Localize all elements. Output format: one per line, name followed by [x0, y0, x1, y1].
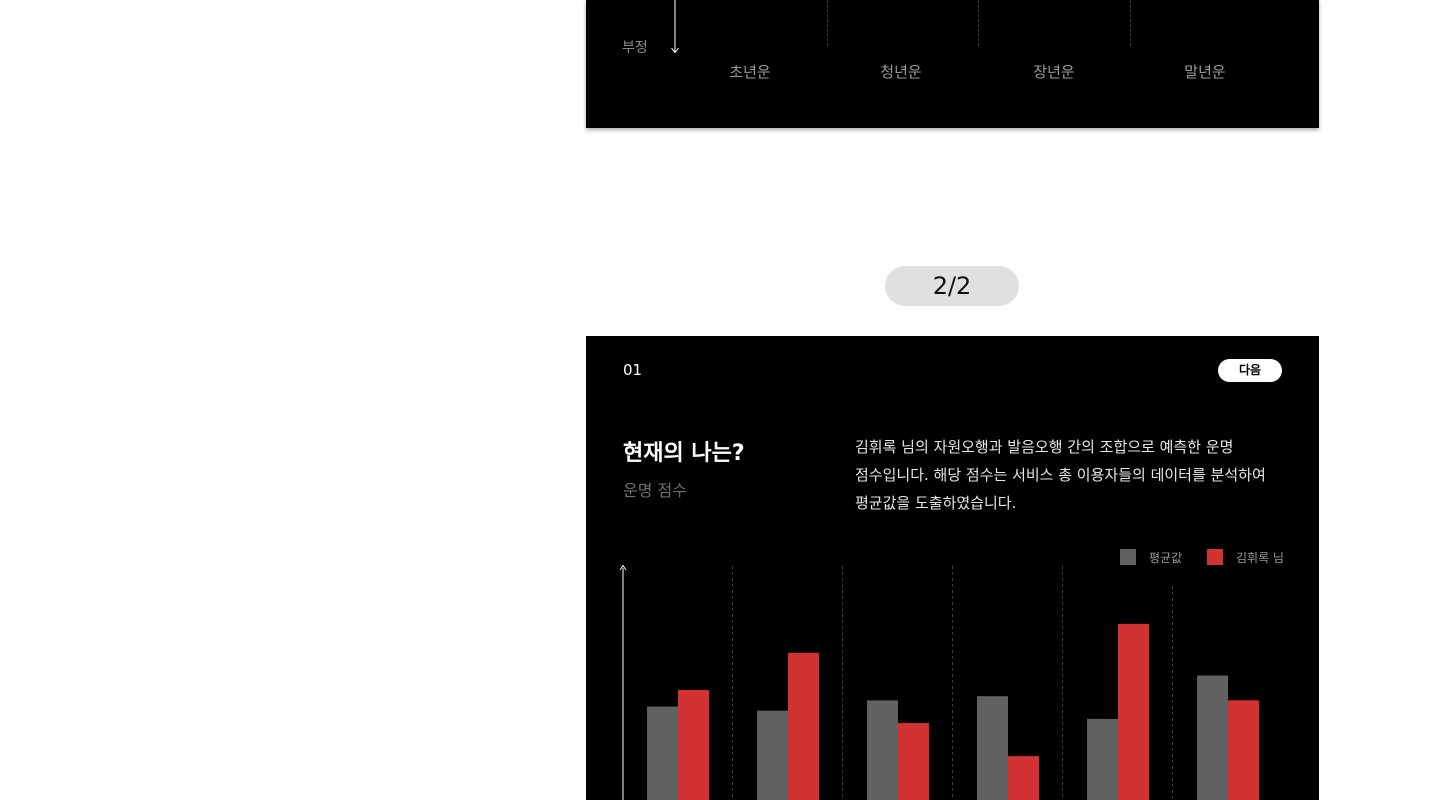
step-number: 01 [623, 361, 643, 379]
user-bar-6 [1228, 700, 1259, 800]
down-arrow-icon [671, 0, 679, 54]
period-label-early: 초년운 [729, 63, 771, 81]
legend-swatch-user [1207, 549, 1223, 565]
legend-item-user: 김휘록 님 [1207, 548, 1284, 566]
user-bar-4 [1008, 756, 1039, 800]
flow-chart-card: 부정 초년운 청년운 장년운 말년운 [586, 0, 1319, 128]
average-bar-2 [757, 710, 788, 800]
period-label-youth: 청년운 [880, 63, 922, 81]
legend-item-average: 평균값 [1120, 548, 1182, 566]
average-bar-5 [1087, 718, 1118, 800]
average-bar-3 [867, 700, 898, 800]
period-label-middle: 장년운 [1033, 63, 1075, 81]
average-bar-1 [647, 706, 678, 800]
user-bar-3 [898, 723, 929, 800]
section-title: 현재의 나는? [623, 441, 745, 466]
section-description: 김휘록 님의 자원오행과 발음오행 간의 조합으로 예측한 운명 점수입니다. … [855, 438, 1266, 512]
y-axis-arrow-icon [619, 564, 627, 571]
score-bar-chart [619, 564, 1259, 800]
period-label-late: 말년운 [1184, 63, 1226, 81]
next-button[interactable]: 다음 [1218, 359, 1282, 382]
user-bar-1 [678, 690, 709, 800]
average-bar-6 [1197, 675, 1228, 800]
legend-label-average: 평균값 [1149, 550, 1183, 565]
user-bar-2 [788, 652, 819, 800]
section-subtitle: 운명 점수 [623, 481, 687, 500]
average-bar-4 [977, 696, 1008, 800]
period-divider [1130, 0, 1131, 46]
legend-label-user: 김휘록 님 [1236, 550, 1284, 565]
period-divider [827, 0, 828, 46]
fortune-score-card: 01 다음 현재의 나는? 운명 점수 김휘록 님의 자원오행과 발음오행 간의… [586, 336, 1319, 800]
legend-swatch-average [1120, 549, 1136, 565]
negative-axis-label: 부정 [622, 40, 648, 56]
page-indicator: 2/2 [885, 266, 1019, 306]
period-divider [978, 0, 979, 46]
user-bar-5 [1118, 623, 1149, 800]
